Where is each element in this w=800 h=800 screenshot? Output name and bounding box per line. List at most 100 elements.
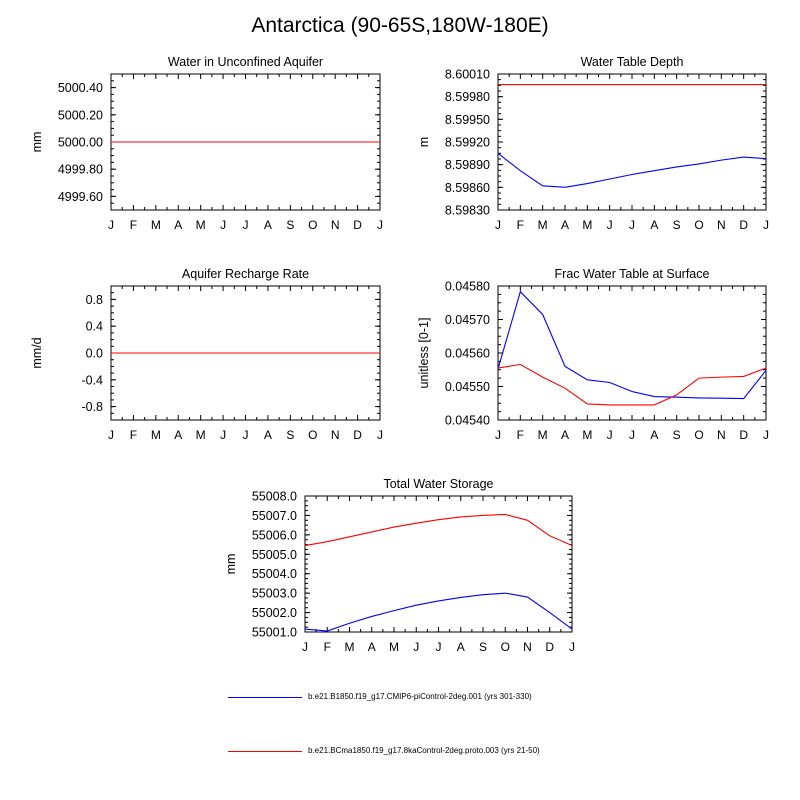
y-tick-label: 0.8 bbox=[86, 293, 103, 307]
x-tick-label: M bbox=[538, 218, 548, 232]
chart-4: Frac Water Table at Surface unitless [0-1… bbox=[417, 267, 769, 442]
x-tick-label: S bbox=[673, 218, 681, 232]
series-line-2 bbox=[497, 363, 767, 406]
x-tick-label: A bbox=[368, 640, 376, 654]
y-axis-label: mm/d bbox=[30, 337, 44, 368]
y-tick-label: 8.59920 bbox=[445, 136, 490, 150]
x-tick-label: F bbox=[130, 428, 137, 442]
x-tick-label: S bbox=[673, 428, 681, 442]
plot-frame bbox=[497, 285, 767, 421]
y-tick-label: 8.59860 bbox=[445, 181, 490, 195]
y-tick-label: 8.59950 bbox=[445, 113, 490, 127]
chart-title: Water in Unconfined Aquifer bbox=[168, 55, 323, 69]
x-tick-label: J bbox=[436, 640, 442, 654]
x-tick-label: J bbox=[302, 640, 308, 654]
y-tick-label: 0.04540 bbox=[445, 414, 490, 428]
y-tick-label: 0.0 bbox=[86, 347, 103, 361]
x-tick-label: J bbox=[607, 218, 613, 232]
y-tick-label: 55001.0 bbox=[252, 626, 297, 640]
x-tick-label: M bbox=[538, 428, 548, 442]
x-tick-label: F bbox=[517, 218, 524, 232]
y-tick-label: 0.4 bbox=[86, 320, 103, 334]
x-tick-label: S bbox=[286, 218, 294, 232]
x-tick-label: O bbox=[694, 428, 703, 442]
y-tick-label: 8.59830 bbox=[445, 204, 490, 218]
x-tick-label: J bbox=[763, 218, 769, 232]
x-tick-label: A bbox=[561, 218, 569, 232]
x-tick-label: J bbox=[243, 218, 249, 232]
x-tick-label: A bbox=[650, 218, 658, 232]
y-tick-label: 55005.0 bbox=[252, 548, 297, 562]
x-tick-label: A bbox=[264, 218, 272, 232]
x-tick-label: N bbox=[331, 218, 340, 232]
y-tick-label: 55002.0 bbox=[252, 606, 297, 620]
legend-line-series-1 bbox=[228, 697, 302, 698]
y-tick-label: 4999.60 bbox=[58, 190, 103, 204]
x-tick-label: A bbox=[264, 428, 272, 442]
chart-title: Aquifer Recharge Rate bbox=[182, 267, 309, 281]
x-tick-label: J bbox=[108, 428, 114, 442]
x-tick-label: J bbox=[243, 428, 249, 442]
x-tick-label: J bbox=[413, 640, 419, 654]
y-tick-label: 0.04550 bbox=[445, 380, 490, 394]
x-tick-label: N bbox=[717, 218, 726, 232]
x-tick-label: D bbox=[353, 428, 362, 442]
x-tick-label: A bbox=[174, 218, 182, 232]
x-tick-label: D bbox=[739, 218, 748, 232]
chart-title: Water Table Depth bbox=[581, 55, 684, 69]
x-tick-label: J bbox=[629, 428, 635, 442]
y-tick-label: 8.59890 bbox=[445, 158, 490, 172]
y-tick-label: 55006.0 bbox=[252, 528, 297, 542]
x-tick-label: M bbox=[582, 218, 592, 232]
y-tick-label: 0.04580 bbox=[445, 280, 490, 294]
x-tick-label: S bbox=[479, 640, 487, 654]
x-tick-label: O bbox=[308, 428, 317, 442]
y-tick-label: 55007.0 bbox=[252, 509, 297, 523]
x-tick-label: J bbox=[763, 428, 769, 442]
series-line-1 bbox=[497, 290, 767, 400]
x-tick-label: J bbox=[220, 428, 226, 442]
y-tick-label: -0.4 bbox=[81, 373, 103, 387]
x-tick-label: O bbox=[694, 218, 703, 232]
x-tick-label: M bbox=[389, 640, 399, 654]
x-tick-label: M bbox=[196, 218, 206, 232]
x-tick-label: M bbox=[345, 640, 355, 654]
series-line-2 bbox=[304, 513, 573, 547]
x-tick-label: O bbox=[501, 640, 510, 654]
x-tick-label: M bbox=[151, 218, 161, 232]
x-tick-label: A bbox=[561, 428, 569, 442]
x-tick-label: D bbox=[739, 428, 748, 442]
legend-line-series-2 bbox=[228, 751, 302, 752]
x-tick-label: J bbox=[607, 428, 613, 442]
x-tick-label: F bbox=[324, 640, 331, 654]
x-tick-label: A bbox=[457, 640, 465, 654]
x-tick-label: J bbox=[108, 218, 114, 232]
figure-title: Antarctica (90-65S,180W-180E) bbox=[251, 14, 549, 37]
y-tick-label: 5000.20 bbox=[58, 108, 103, 122]
x-tick-label: D bbox=[353, 218, 362, 232]
y-axis-label: mm bbox=[30, 132, 44, 153]
chart-title: Frac Water Table at Surface bbox=[555, 267, 710, 281]
x-tick-label: F bbox=[517, 428, 524, 442]
x-tick-label: D bbox=[545, 640, 554, 654]
chart-title: Total Water Storage bbox=[383, 477, 493, 491]
x-tick-label: A bbox=[174, 428, 182, 442]
x-tick-label: M bbox=[582, 428, 592, 442]
plot-frame bbox=[304, 495, 573, 633]
x-tick-label: J bbox=[377, 218, 383, 232]
y-tick-label: 4999.80 bbox=[58, 163, 103, 177]
x-tick-label: J bbox=[495, 218, 501, 232]
x-tick-label: N bbox=[523, 640, 532, 654]
x-tick-label: N bbox=[331, 428, 340, 442]
legend-label-series-1: b.e21.B1850.f19_g17.CMIP6-piControl-2deg… bbox=[308, 692, 532, 701]
x-tick-label: J bbox=[569, 640, 575, 654]
y-tick-label: 5000.40 bbox=[58, 81, 103, 95]
x-tick-label: M bbox=[151, 428, 161, 442]
y-tick-label: 55003.0 bbox=[252, 587, 297, 601]
x-tick-label: J bbox=[220, 218, 226, 232]
legend-label-series-2: b.e21.BCma1850.f19_g17.8kaControl-2deg.p… bbox=[308, 746, 540, 755]
